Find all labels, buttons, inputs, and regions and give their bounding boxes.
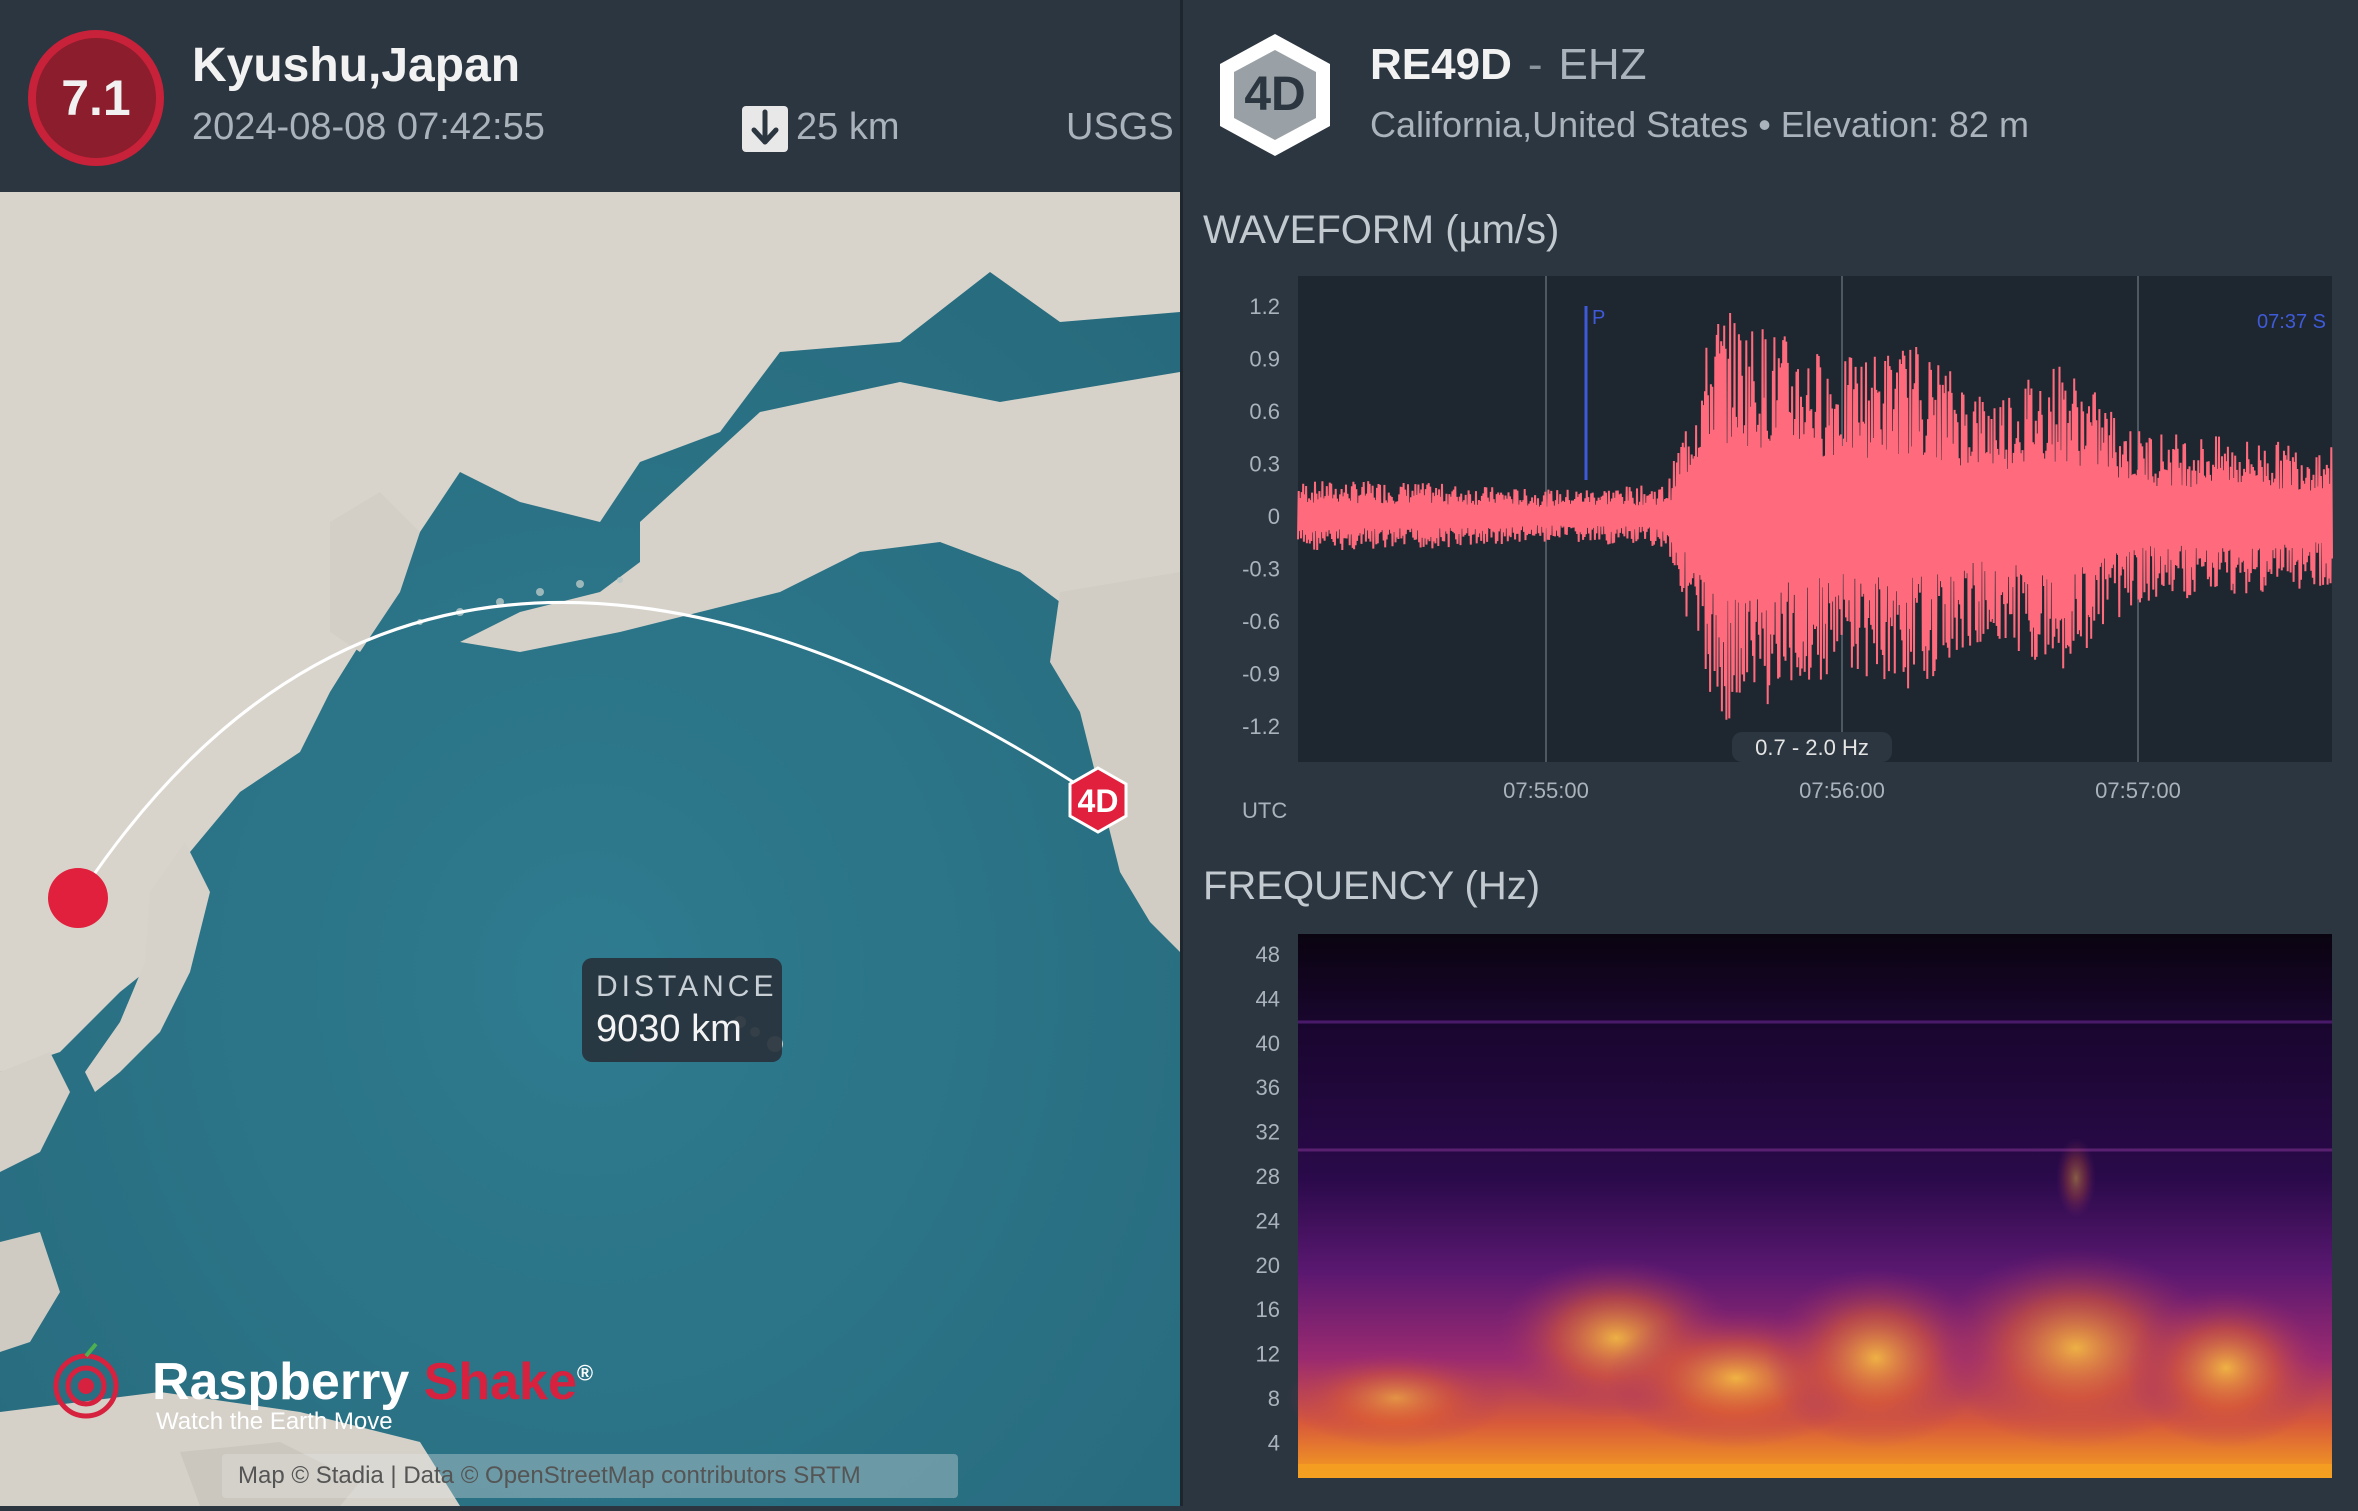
frequency-y-tick: 36 (1256, 1075, 1280, 1100)
brand-name: Raspberry Shake® (152, 1352, 593, 1412)
distance-value: 9030 km (596, 1008, 742, 1050)
event-location: Kyushu,Japan (192, 39, 521, 92)
panel-divider (1180, 0, 1183, 1506)
magnitude-badge[interactable]: 7.1 (28, 30, 164, 166)
waveform-y-tick: -0.3 (1242, 557, 1280, 582)
frequency-title: FREQUENCY (Hz) (1203, 864, 1541, 908)
filter-badge (1732, 732, 1892, 762)
brand-tagline: Watch the Earth Move (156, 1408, 393, 1435)
brand-name-a: Raspberry (152, 1353, 424, 1411)
waveform-y-tick: 0.9 (1249, 347, 1280, 372)
distance-box: DISTANCE 9030 km (582, 958, 782, 1062)
waveform-trace (1297, 312, 2333, 720)
station-code: RE49D (1370, 40, 1512, 89)
waveform-y-tick: 0 (1268, 504, 1280, 529)
station-location: California,United States • Elevation: 82… (1370, 104, 2029, 145)
frequency-y-tick: 28 (1256, 1164, 1280, 1189)
waveform-x-tick: 07:55:00 (1503, 778, 1589, 803)
event-datetime: 2024-08-08 07:42:55 (192, 106, 545, 148)
p-wave-label: P (1592, 307, 1605, 329)
waveform-y-tick: -0.9 (1242, 662, 1280, 687)
frequency-y-tick: 4 (1268, 1430, 1280, 1455)
frequency-y-tick: 40 (1256, 1031, 1280, 1056)
event-source[interactable]: USGS (1066, 106, 1174, 148)
waveform-y-tick: -1.2 (1242, 714, 1280, 739)
map-canvas[interactable]: 4D (0, 192, 1180, 1506)
event-depth: 25 km (796, 106, 900, 148)
map[interactable]: 4D DISTANCE 9030 km (0, 192, 1180, 1506)
waveform-x-tick: 07:56:00 (1799, 778, 1885, 803)
frequency-y-tick: 12 (1256, 1342, 1280, 1367)
waveform-y-tick: 0.6 (1249, 399, 1280, 424)
station-title: RE49D - EHZ (1370, 40, 1647, 90)
frequency-y-tick: 48 (1256, 942, 1280, 967)
station-separator: - (1527, 40, 1543, 89)
spectrogram-chart[interactable]: 48 44 40 36 32 28 24 20 16 12 8 4 (1196, 928, 2346, 1488)
frequency-y-tick: 20 (1256, 1253, 1280, 1278)
frequency-y-tick: 8 (1268, 1386, 1280, 1411)
waveform-chart[interactable]: 1.20.90.60.30-0.3-0.6-0.9-1.2 P 07:37 S … (1196, 270, 2346, 830)
frequency-y-tick: 24 (1256, 1208, 1280, 1233)
station-marker-label: 4D (1078, 783, 1119, 819)
frequency-y-tick: 32 (1256, 1120, 1280, 1145)
distance-label: DISTANCE (596, 970, 778, 1003)
waveform-title: WAVEFORM (µm/s) (1203, 208, 1560, 252)
brand-registered: ® (576, 1360, 594, 1386)
waveform-y-tick: 1.2 (1249, 294, 1280, 319)
station-channel: EHZ (1558, 40, 1647, 89)
brand-name-b: Shake (423, 1353, 577, 1411)
frequency-y-tick: 44 (1256, 986, 1280, 1011)
spectrogram-energy (1286, 1138, 2326, 1448)
raspberry-shake-logo-icon (44, 1336, 134, 1431)
filter-label: 0.7 - 2.0 Hz (1755, 735, 1869, 760)
station-badge: 4D (1214, 30, 1336, 165)
event-marker[interactable] (48, 868, 108, 928)
frequency-y-tick: 16 (1256, 1297, 1280, 1322)
depth-arrow-icon (742, 106, 788, 152)
s-wave-label: 07:37 S (2257, 311, 2326, 333)
waveform-y-tick: 0.3 (1249, 452, 1280, 477)
utc-label: UTC (1242, 798, 1287, 823)
waveform-y-tick: -0.6 (1242, 609, 1280, 634)
waveform-x-tick: 07:57:00 (2095, 778, 2181, 803)
station-marker[interactable]: 4D (1068, 766, 1128, 834)
map-attribution[interactable]: Map © Stadia | Data © OpenStreetMap cont… (222, 1454, 958, 1498)
station-badge-label: 4D (1244, 68, 1305, 121)
